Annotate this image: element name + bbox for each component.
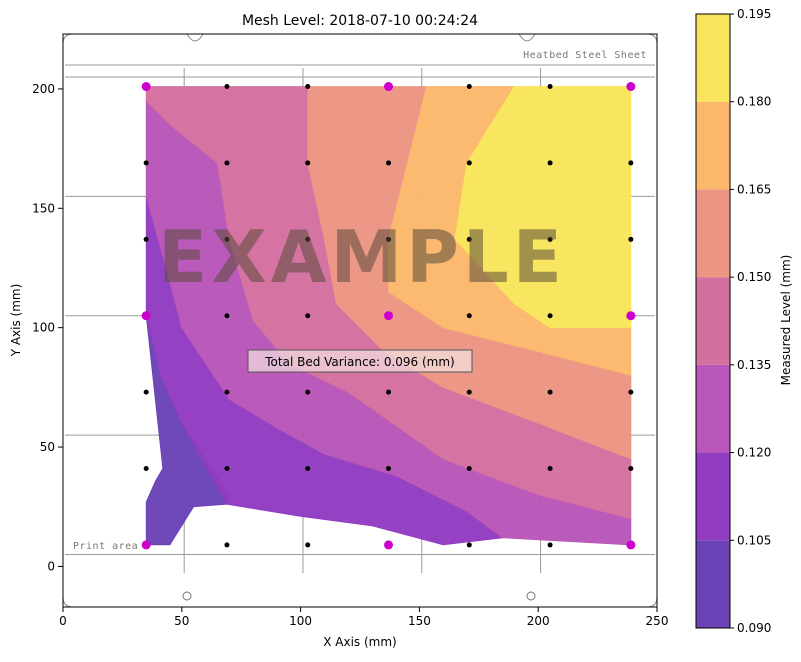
probe-point <box>386 466 392 472</box>
y-tick-label: 150 <box>32 201 55 215</box>
colorbar-tick-label: 0.195 <box>737 7 771 21</box>
probe-point <box>224 313 230 319</box>
probe-point <box>224 236 230 242</box>
x-tick-label: 0 <box>59 614 67 628</box>
colorbar-segment <box>696 277 730 365</box>
probe-point-highlight <box>626 311 636 321</box>
probe-point <box>628 236 634 242</box>
probe-point-highlight <box>626 540 636 550</box>
probe-point-highlight <box>384 311 394 321</box>
probe-point <box>224 160 230 166</box>
colorbar-tick-label: 0.150 <box>737 270 771 284</box>
colorbar-frame <box>695 13 731 629</box>
variance-text: Total Bed Variance: 0.096 (mm) <box>264 355 455 369</box>
probe-point <box>547 313 553 319</box>
probe-point <box>143 236 149 242</box>
variance-box-bg <box>247 349 473 373</box>
probe-point <box>224 466 230 472</box>
y-axis: 0 50 100 150 200 <box>32 82 63 573</box>
probe-point <box>547 236 553 242</box>
bed-hole-right <box>526 591 536 601</box>
colorbar-tick-label: 0.090 <box>737 621 771 635</box>
probe-point <box>466 160 472 166</box>
colorbar-segment <box>696 189 730 278</box>
probe-point-highlight <box>384 82 394 92</box>
probe-point <box>547 466 553 472</box>
probe-point <box>628 389 634 395</box>
probe-point <box>305 466 311 472</box>
y-tick-label: 200 <box>32 82 55 96</box>
probe-point <box>466 389 472 395</box>
probe-point <box>466 313 472 319</box>
heatbed-sheet-label: Heatbed Steel Sheet <box>523 50 647 61</box>
probe-point <box>143 466 149 472</box>
probe-point <box>143 160 149 166</box>
probe-point <box>305 389 311 395</box>
colorbar-tick-label: 0.165 <box>737 182 771 196</box>
probe-point <box>305 84 311 90</box>
x-tick-label: 200 <box>527 614 550 628</box>
probe-point <box>224 389 230 395</box>
probe-point-highlight <box>141 82 151 92</box>
colorbar-tick-label: 0.105 <box>737 533 771 547</box>
colorbar-segment <box>696 364 730 453</box>
plot-area: Heatbed Steel Sheet Print area EXAMPLE T… <box>62 33 658 608</box>
colorbar-tick-label: 0.120 <box>737 446 771 460</box>
watermark-text: EXAMPLE <box>158 215 566 299</box>
probe-point <box>466 84 472 90</box>
probe-point <box>224 542 230 548</box>
probe-points <box>141 82 636 550</box>
colorbar-tick-label: 0.180 <box>737 95 771 109</box>
probe-point <box>547 160 553 166</box>
variance-box: Total Bed Variance: 0.096 (mm) <box>247 349 473 373</box>
colorbar-label: Measured Level (mm) <box>779 255 793 386</box>
probe-point <box>143 389 149 395</box>
probe-point <box>547 542 553 548</box>
contour-band <box>454 86 632 329</box>
probe-point <box>305 160 311 166</box>
probe-point <box>466 236 472 242</box>
print-area-label: Print area <box>73 541 138 552</box>
colorbar-segment <box>696 101 730 190</box>
probe-point-highlight <box>141 540 151 550</box>
probe-point <box>305 542 311 548</box>
colorbar: 0.090 0.105 0.120 0.135 0.150 0.165 0.180 0.195 <box>695 7 771 635</box>
contour-bands <box>145 86 632 546</box>
x-tick-label: 50 <box>174 614 189 628</box>
x-tick-label: 100 <box>289 614 312 628</box>
chart-title: Mesh Level: 2018-07-10 00:24:24 <box>242 13 478 29</box>
probe-point <box>466 542 472 548</box>
probe-point <box>466 466 472 472</box>
probe-point <box>628 466 634 472</box>
probe-point-highlight <box>626 82 636 92</box>
y-tick-label: 0 <box>47 559 55 573</box>
y-axis-label: Y Axis (mm) <box>9 284 23 358</box>
probe-point-highlight <box>384 540 394 550</box>
probe-point <box>224 84 230 90</box>
colorbar-segment <box>696 540 730 628</box>
probe-point <box>547 389 553 395</box>
probe-point <box>305 236 311 242</box>
colorbar-segment <box>696 452 730 541</box>
x-axis: 0 50 100 150 200 250 <box>59 607 668 628</box>
bed-hole-left <box>182 591 192 601</box>
probe-point <box>628 160 634 166</box>
x-tick-label: 250 <box>646 614 669 628</box>
colorbar-segment <box>696 14 730 102</box>
y-tick-label: 50 <box>40 440 55 454</box>
probe-point <box>386 236 392 242</box>
x-axis-label: X Axis (mm) <box>323 635 397 649</box>
colorbar-tick-label: 0.135 <box>737 358 771 372</box>
y-tick-label: 100 <box>32 321 55 335</box>
probe-point <box>386 160 392 166</box>
probe-point <box>305 313 311 319</box>
probe-point <box>386 389 392 395</box>
plot-frame <box>62 33 658 608</box>
probe-point <box>547 84 553 90</box>
x-tick-label: 150 <box>408 614 431 628</box>
probe-point-highlight <box>141 311 151 321</box>
